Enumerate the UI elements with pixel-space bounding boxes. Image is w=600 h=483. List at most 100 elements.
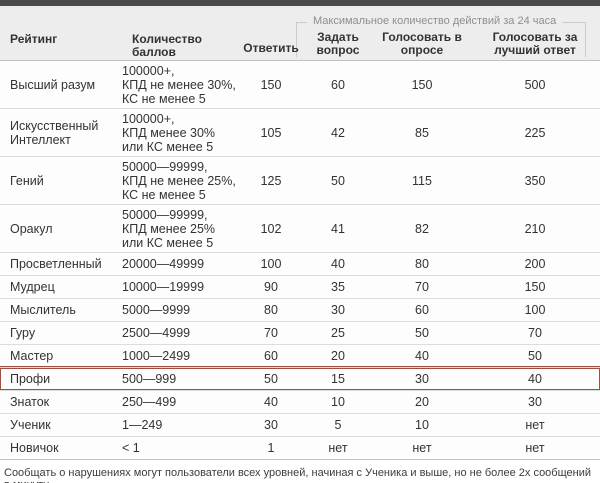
points-cell: 5000—9999 [122, 303, 191, 317]
vote-best-cell: 50 [528, 349, 542, 363]
rating-cell: Профи [10, 372, 51, 386]
table-row: Мудрец 10000—19999 90 35 70 150 [0, 275, 600, 298]
vote-poll-cell: 40 [415, 349, 429, 363]
table-row: Высший разум 100000+, КПД не менее 30%, К… [0, 61, 600, 108]
answer-cell: 30 [264, 418, 278, 432]
table-body: Высший разум 100000+, КПД не менее 30%, К… [0, 61, 600, 460]
vote-best-cell: нет [525, 441, 545, 455]
column-header-ask: Задать вопрос [316, 30, 360, 57]
table-row: Просветленный 20000—49999 100 40 80 200 [0, 252, 600, 275]
column-header-answer: Ответить [243, 41, 299, 55]
table-row: Знаток 250—499 40 10 20 30 [0, 390, 600, 413]
points-cell: 50000—99999, КПД не менее 25%, КС не мен… [122, 159, 236, 202]
vote-best-cell: 100 [524, 303, 546, 317]
rating-cell: Просветленный [10, 257, 102, 271]
ask-cell: 10 [331, 395, 345, 409]
ask-cell: 25 [331, 326, 345, 340]
actions-group-title: Максимальное количество действий за 24 ч… [307, 15, 563, 27]
table-row: Профи 500—999 50 15 30 40 [0, 367, 600, 390]
column-header-points: Количество баллов [132, 32, 202, 59]
ask-cell: 41 [331, 221, 345, 236]
vote-poll-cell: 80 [415, 257, 429, 271]
vote-best-cell: 200 [524, 257, 546, 271]
vote-poll-cell: 82 [415, 221, 429, 236]
points-cell: 50000—99999, КПД менее 25% или КС менее … [122, 207, 216, 250]
table-row: Оракул 50000—99999, КПД менее 25% или КС … [0, 204, 600, 252]
column-header-rating: Рейтинг [10, 32, 58, 46]
points-cell: 20000—49999 [122, 257, 205, 271]
points-cell: < 1 [122, 441, 140, 455]
table-row: Гений 50000—99999, КПД не менее 25%, КС н… [0, 156, 600, 204]
answer-cell: 100 [260, 257, 282, 271]
answer-cell: 105 [260, 125, 282, 140]
vote-poll-cell: 150 [411, 77, 433, 92]
table-row: Мыслитель 5000—9999 80 30 60 100 [0, 298, 600, 321]
vote-poll-cell: нет [412, 441, 432, 455]
vote-best-cell: 210 [524, 221, 546, 236]
rating-cell: Новичок [10, 441, 59, 455]
answer-cell: 90 [264, 280, 278, 294]
ask-cell: 42 [331, 125, 345, 140]
ask-cell: 40 [331, 257, 345, 271]
points-cell: 10000—19999 [122, 280, 205, 294]
rating-cell: Мастер [10, 349, 54, 363]
ask-cell: 50 [331, 173, 345, 188]
vote-poll-cell: 50 [415, 326, 429, 340]
rating-cell: Гуру [10, 326, 36, 340]
vote-poll-cell: 30 [415, 372, 429, 386]
top-border-bar [0, 0, 600, 6]
vote-best-cell: 30 [528, 395, 542, 409]
answer-cell: 80 [264, 303, 278, 317]
ask-cell: 15 [331, 372, 345, 386]
answer-cell: 150 [260, 77, 282, 92]
column-headers: Рейтинг Количество баллов Ответить Задат… [0, 6, 600, 60]
ask-cell: 20 [331, 349, 345, 363]
answer-cell: 1 [267, 441, 275, 455]
answer-cell: 60 [264, 349, 278, 363]
answer-cell: 102 [260, 221, 282, 236]
rating-cell: Искусственный Интеллект [10, 118, 99, 147]
rating-cell: Мыслитель [10, 303, 76, 317]
points-cell: 1000—2499 [122, 349, 191, 363]
rating-cell: Ученик [10, 418, 51, 432]
vote-poll-cell: 115 [412, 173, 432, 188]
actions-group-box: Максимальное количество действий за 24 ч… [296, 15, 586, 57]
table-row: Ученик 1—249 30 5 10 нет [0, 413, 600, 436]
column-header-vote-best: Голосовать за лучший ответ [492, 30, 578, 57]
footer-notes: Сообщать о нарушениях могут пользователи… [0, 460, 600, 483]
vote-best-cell: 40 [528, 372, 542, 386]
vote-best-cell: 70 [528, 326, 542, 340]
vote-poll-cell: 70 [415, 280, 429, 294]
table-row: Гуру 2500—4999 70 25 50 70 [0, 321, 600, 344]
answer-cell: 50 [264, 372, 278, 386]
vote-poll-cell: 10 [415, 418, 429, 432]
vote-best-cell: 500 [524, 77, 546, 92]
table-row: Мастер 1000—2499 60 20 40 50 [0, 344, 600, 367]
column-header-vote-poll: Голосовать в опросе [382, 30, 462, 57]
rating-cell: Мудрец [10, 280, 55, 294]
rating-cell: Оракул [10, 221, 53, 236]
points-cell: 500—999 [122, 372, 177, 386]
vote-poll-cell: 60 [415, 303, 429, 317]
points-cell: 100000+, КПД не менее 30%, КС не менее 5 [122, 63, 236, 106]
ask-cell: 60 [331, 77, 345, 92]
ask-cell: нет [328, 441, 348, 455]
answer-cell: 40 [264, 395, 278, 409]
vote-best-cell: 225 [524, 125, 546, 140]
points-cell: 100000+, КПД менее 30% или КС менее 5 [122, 111, 216, 154]
vote-best-cell: нет [525, 418, 545, 432]
points-cell: 1—249 [122, 418, 163, 432]
answer-cell: 70 [264, 326, 278, 340]
points-cell: 250—499 [122, 395, 177, 409]
table-header: Максимальное количество действий за 24 ч… [0, 6, 600, 61]
rating-cell: Гений [10, 173, 44, 188]
table-row: Искусственный Интеллект 100000+, КПД мене… [0, 108, 600, 156]
rating-cell: Высший разум [10, 77, 96, 92]
ask-cell: 30 [331, 303, 345, 317]
points-cell: 2500—4999 [122, 326, 191, 340]
footer-line-1: Сообщать о нарушениях могут пользователи… [4, 467, 592, 483]
answer-cell: 125 [260, 173, 282, 188]
table-row: Новичок < 1 1 нет нет нет [0, 436, 600, 459]
vote-poll-cell: 20 [415, 395, 429, 409]
